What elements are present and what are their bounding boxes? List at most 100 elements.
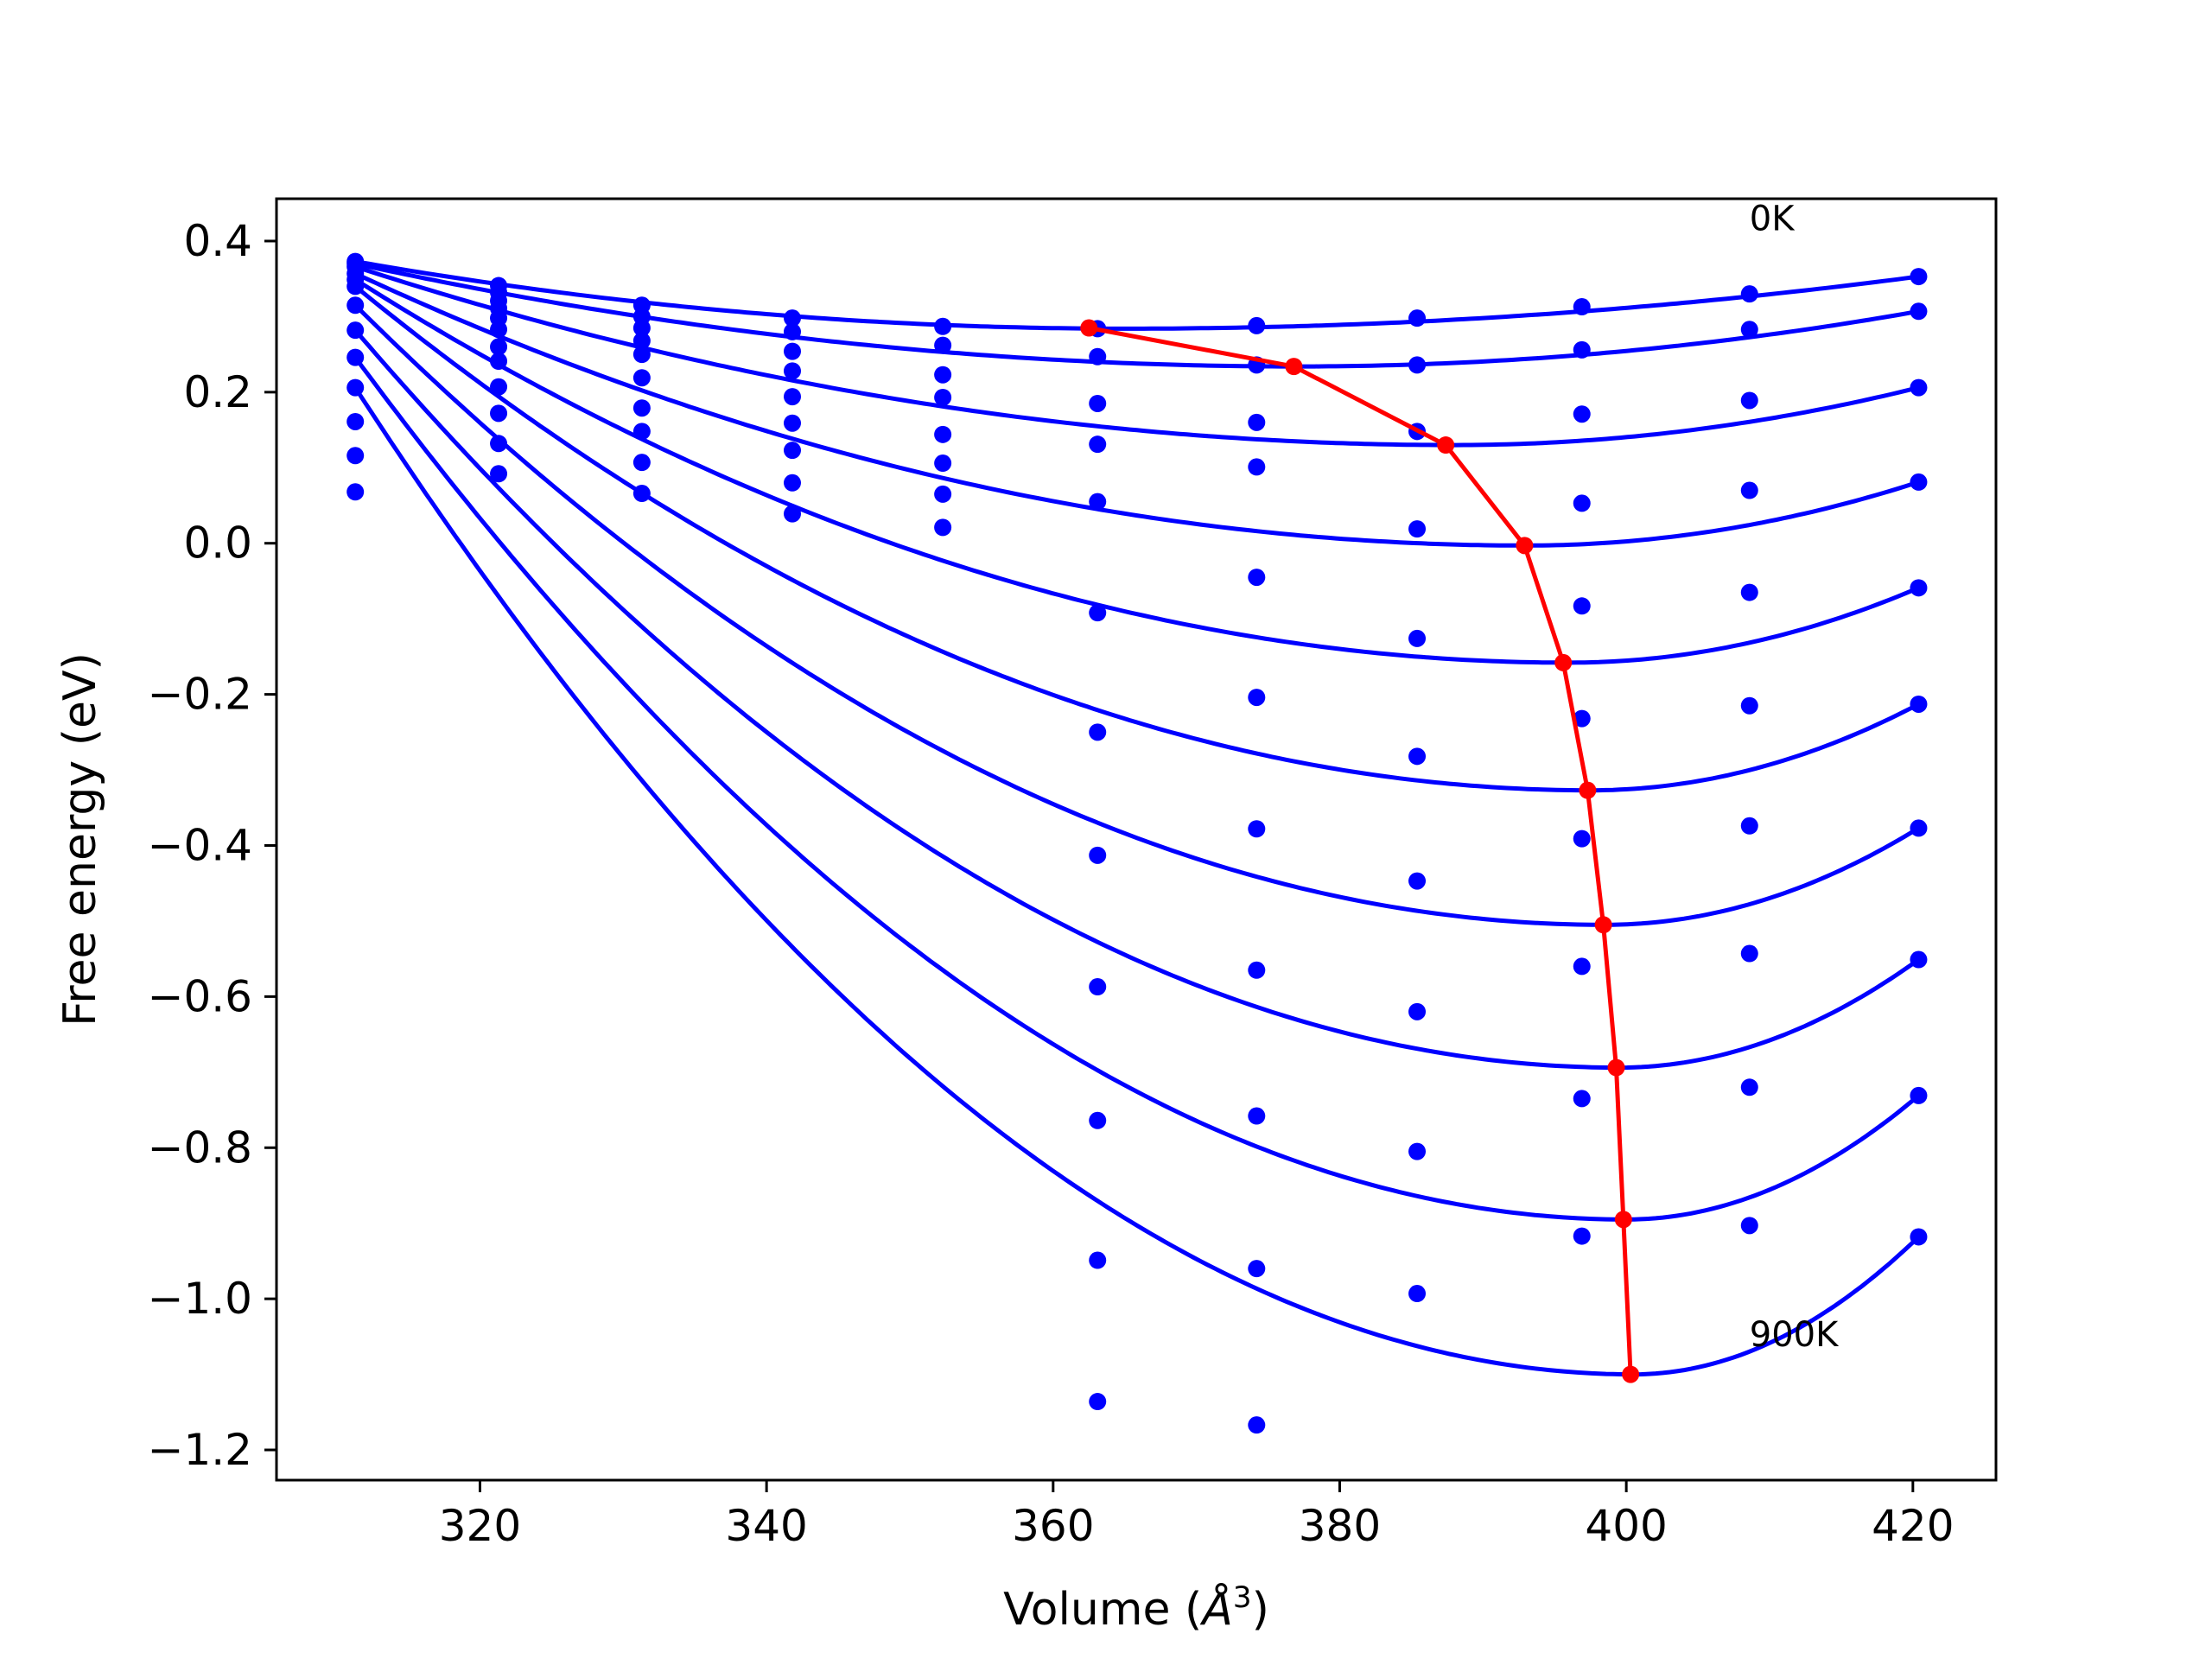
plot-frame	[275, 197, 1998, 1482]
x-tick-label: 380	[1299, 1501, 1381, 1551]
fit-curve	[354, 264, 1919, 448]
data-point	[490, 321, 508, 339]
x-axis-title-symbol: Å	[1199, 1582, 1233, 1636]
fit-curve	[353, 356, 1921, 1222]
data-point	[490, 338, 508, 356]
data-point	[784, 342, 801, 360]
data-point	[1248, 458, 1266, 476]
data-point	[632, 399, 651, 417]
fit-curve	[353, 284, 1920, 793]
data-point	[1408, 1002, 1427, 1020]
fit-curve	[353, 303, 1920, 927]
minimum-point	[1607, 1058, 1625, 1077]
data-point	[1573, 405, 1591, 423]
temperature-annotation: 900K	[1750, 1315, 1840, 1355]
y-tick-label: −0.8	[148, 1122, 252, 1173]
minimum-point	[1554, 653, 1573, 671]
data-point	[1089, 1251, 1107, 1269]
data-point	[1408, 520, 1427, 538]
data-point	[1408, 309, 1427, 327]
data-point	[632, 485, 651, 503]
fit-curve	[353, 386, 1921, 1377]
data-point	[1408, 747, 1427, 766]
data-point	[784, 505, 801, 523]
x-tick-label: 340	[725, 1501, 807, 1551]
data-point	[1089, 493, 1107, 511]
data-point	[1740, 1217, 1758, 1235]
data-point	[490, 378, 508, 396]
data-point	[346, 483, 365, 501]
y-tick-label: −1.0	[148, 1274, 252, 1324]
data-point	[1910, 378, 1928, 397]
data-point	[632, 423, 651, 441]
fit-curve	[353, 277, 1920, 665]
data-point	[1248, 1260, 1266, 1278]
data-point	[1248, 820, 1266, 838]
minimum-path-line	[1088, 326, 1633, 1375]
data-point	[1408, 356, 1427, 374]
data-point	[1910, 473, 1928, 491]
fit-curve	[354, 259, 1919, 331]
data-point	[1089, 394, 1107, 412]
x-axis-title-close: )	[1252, 1584, 1269, 1636]
data-point	[1089, 1393, 1107, 1411]
fit-curve	[354, 271, 1920, 548]
axis-ticks: 320 340 360 380 400 420 0.4 0.2 0.0 −0.2 −0.4 −0.6 −…	[148, 216, 1955, 1551]
data-point	[490, 404, 508, 423]
data-point	[1910, 1086, 1928, 1104]
x-axis-title-text: Volume (	[1003, 1584, 1202, 1636]
minimum-point	[1579, 781, 1597, 799]
data-point	[1910, 950, 1928, 969]
data-point	[934, 425, 952, 443]
y-tick-label: −1.2	[148, 1425, 252, 1475]
temperature-annotation: 0K	[1750, 200, 1796, 239]
data-point	[1573, 709, 1591, 728]
y-tick-label: 0.0	[183, 518, 252, 569]
data-point	[1408, 872, 1427, 890]
y-tick-label: −0.6	[148, 971, 252, 1021]
data-point	[1910, 579, 1928, 597]
data-point	[1573, 830, 1591, 848]
data-point	[1248, 961, 1266, 979]
data-point	[1089, 978, 1107, 996]
y-tick-label: −0.4	[148, 820, 252, 870]
y-tick-label: −0.2	[148, 670, 252, 720]
data-point	[1089, 604, 1107, 622]
data-point	[490, 435, 508, 453]
fit-curve	[354, 261, 1919, 369]
data-point	[1089, 435, 1107, 454]
data-point	[632, 332, 651, 350]
data-point	[1248, 413, 1266, 431]
data-point	[1573, 1090, 1591, 1108]
data-point	[1248, 316, 1266, 334]
data-point	[632, 346, 651, 364]
minimum-point	[1622, 1365, 1640, 1383]
y-tick-label: 0.2	[183, 367, 252, 417]
data-point	[490, 465, 508, 483]
data-point	[1740, 817, 1758, 835]
data-point	[784, 388, 801, 406]
data-point	[934, 518, 952, 537]
data-point	[784, 322, 801, 340]
data-point	[1573, 340, 1591, 359]
x-tick-label: 420	[1872, 1501, 1954, 1551]
data-point	[1910, 1228, 1928, 1246]
data-point	[934, 485, 952, 503]
minimum-point	[1516, 537, 1534, 555]
data-point	[1740, 391, 1758, 410]
y-tick-label: 0.4	[183, 216, 252, 266]
data-point	[346, 412, 365, 430]
data-point	[1573, 298, 1591, 316]
data-point	[934, 365, 952, 384]
data-point	[1910, 695, 1928, 713]
data-point	[1573, 957, 1591, 976]
data-point	[346, 277, 365, 296]
data-point	[632, 454, 651, 472]
data-point	[1573, 494, 1591, 512]
x-tick-label: 320	[439, 1501, 521, 1551]
data-point	[346, 296, 365, 315]
x-axis-title-exponent: 3	[1233, 1580, 1252, 1615]
data-point	[1408, 629, 1427, 647]
data-point	[934, 388, 952, 406]
data-point	[1573, 1227, 1591, 1245]
